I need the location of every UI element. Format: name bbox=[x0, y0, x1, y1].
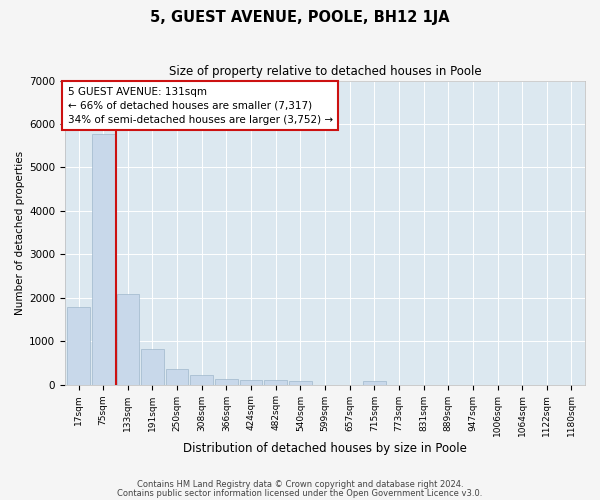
Bar bbox=[215, 379, 238, 384]
Text: Contains public sector information licensed under the Open Government Licence v3: Contains public sector information licen… bbox=[118, 489, 482, 498]
Text: Contains HM Land Registry data © Crown copyright and database right 2024.: Contains HM Land Registry data © Crown c… bbox=[137, 480, 463, 489]
Bar bbox=[116, 294, 139, 384]
Bar bbox=[289, 381, 311, 384]
Text: 5, GUEST AVENUE, POOLE, BH12 1JA: 5, GUEST AVENUE, POOLE, BH12 1JA bbox=[150, 10, 450, 25]
Text: 5 GUEST AVENUE: 131sqm
← 66% of detached houses are smaller (7,317)
34% of semi-: 5 GUEST AVENUE: 131sqm ← 66% of detached… bbox=[68, 86, 333, 124]
Bar bbox=[166, 368, 188, 384]
X-axis label: Distribution of detached houses by size in Poole: Distribution of detached houses by size … bbox=[183, 442, 467, 455]
Bar bbox=[363, 380, 386, 384]
Bar bbox=[190, 374, 213, 384]
Bar bbox=[240, 380, 262, 384]
Bar bbox=[67, 308, 90, 384]
Title: Size of property relative to detached houses in Poole: Size of property relative to detached ho… bbox=[169, 65, 481, 78]
Bar bbox=[141, 350, 164, 384]
Bar bbox=[92, 134, 115, 384]
Bar bbox=[265, 380, 287, 384]
Y-axis label: Number of detached properties: Number of detached properties bbox=[15, 150, 25, 314]
